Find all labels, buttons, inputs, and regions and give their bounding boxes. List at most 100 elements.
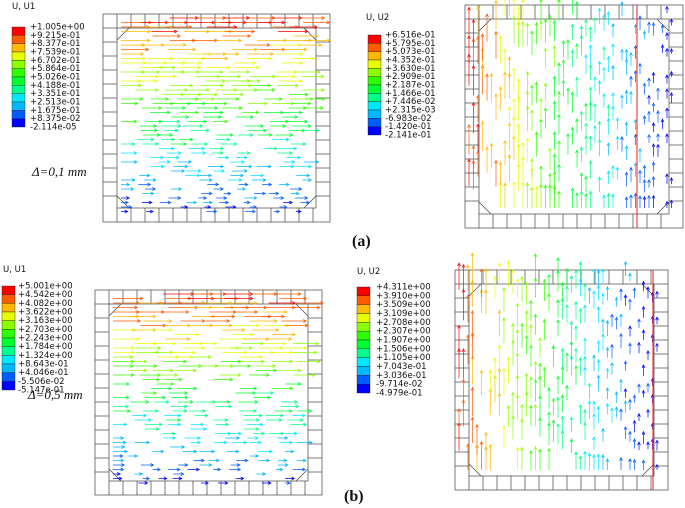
vector-arrow	[113, 319, 142, 323]
vector-arrow	[628, 398, 632, 410]
vector-arrow	[494, 30, 498, 59]
vector-arrow	[205, 319, 231, 323]
vector-arrow	[229, 431, 242, 436]
legend-swatch	[11, 26, 26, 36]
vector-arrow	[167, 467, 181, 472]
vector-arrow	[220, 359, 242, 364]
vector-arrow	[584, 102, 588, 121]
vector-arrow	[258, 346, 284, 350]
vector-arrow	[128, 359, 148, 364]
displacement-note: Δ=0,1 mm	[31, 164, 87, 179]
vector-arrow	[152, 341, 177, 346]
vector-arrow	[596, 284, 601, 301]
vector-arrow	[516, 5, 521, 30]
vector-arrow	[256, 472, 267, 476]
vector-arrow	[578, 261, 583, 278]
legend-swatch	[356, 330, 371, 341]
vector-arrow	[641, 329, 646, 341]
vector-arrow	[588, 190, 593, 208]
vector-arrow	[186, 119, 208, 124]
legend-label: +4.352e-01	[385, 56, 436, 66]
vector-arrow	[605, 402, 610, 415]
vector-arrow	[199, 83, 224, 88]
legend-swatch	[356, 322, 371, 332]
vector-arrow	[303, 20, 331, 25]
vector-arrow	[461, 348, 466, 379]
vector-arrow	[199, 178, 213, 182]
vector-arrow	[160, 20, 189, 25]
legend-label: +1.324e+00	[18, 351, 73, 361]
vector-arrow	[243, 413, 263, 418]
vector-arrow	[656, 133, 660, 142]
vector-arrow	[611, 92, 615, 106]
vector-arrow	[260, 314, 286, 319]
vector-arrow	[606, 192, 611, 208]
vector-arrow	[655, 463, 659, 470]
vector-arrow	[296, 173, 311, 178]
vector-arrow	[292, 56, 316, 61]
legend-swatch	[356, 366, 371, 376]
vector-arrow	[168, 391, 189, 395]
vector-arrow	[147, 56, 174, 61]
vector-arrow	[583, 337, 587, 356]
vector-arrow	[641, 305, 646, 318]
vector-arrow	[223, 296, 254, 301]
vector-arrow	[292, 467, 306, 472]
vector-arrow	[583, 450, 587, 470]
vector-arrow	[190, 440, 202, 445]
vector-arrow	[238, 133, 254, 137]
vector-arrow	[293, 34, 319, 38]
vector-arrow	[216, 137, 231, 142]
vector-arrow	[543, 18, 548, 43]
legend-label: +4.311e+00	[376, 283, 431, 293]
vector-arrow	[494, 0, 498, 30]
vector-arrow	[502, 317, 506, 344]
vector-arrow	[493, 357, 497, 384]
vector-arrow	[178, 463, 189, 467]
vector-arrow	[182, 124, 204, 128]
legend-title: U, U1	[12, 2, 35, 12]
vector-arrow	[271, 386, 294, 391]
vector-arrow	[624, 196, 629, 208]
legend-label: +2.307e+00	[376, 327, 431, 337]
vector-arrow	[262, 341, 287, 346]
vector-arrow	[642, 178, 647, 193]
vector-arrow	[204, 205, 212, 209]
vector-arrow	[629, 51, 633, 66]
legend-swatch	[1, 311, 16, 321]
vector-arrow	[282, 346, 308, 350]
vector-arrow	[611, 22, 615, 38]
vector-arrow	[277, 463, 289, 467]
legend-swatch	[367, 118, 382, 127]
vector-arrow	[497, 367, 502, 394]
vector-arrow	[244, 43, 271, 47]
frame-outer	[464, 4, 684, 229]
vector-arrow	[248, 101, 269, 106]
vector-arrow	[628, 298, 632, 311]
vector-arrow	[266, 305, 296, 310]
vector-arrow	[121, 160, 138, 164]
vector-arrow	[170, 83, 194, 88]
vector-arrow	[275, 133, 294, 137]
vector-arrow	[461, 263, 466, 293]
vector-arrow	[605, 458, 610, 470]
vector-arrow	[283, 200, 294, 205]
legend-label: -2.114e-05	[30, 123, 77, 133]
vector-arrow	[214, 440, 228, 445]
legend-label: +1.466e-01	[385, 89, 436, 99]
vector-arrow	[244, 124, 265, 128]
vector-arrow	[284, 323, 309, 328]
vector-arrow	[178, 137, 194, 142]
legend-label: +3.910e+00	[376, 291, 431, 301]
vector-arrow	[646, 286, 650, 299]
legend-swatch	[11, 85, 26, 94]
vector-arrow	[628, 325, 632, 337]
vector-arrow	[280, 110, 304, 115]
vector-arrow	[470, 252, 475, 283]
vector-arrow	[511, 322, 515, 347]
vector-arrow	[249, 350, 275, 355]
vector-arrow	[547, 386, 551, 409]
vector-arrow	[520, 322, 524, 348]
vector-arrow	[291, 142, 307, 146]
vector-arrow	[592, 290, 596, 309]
